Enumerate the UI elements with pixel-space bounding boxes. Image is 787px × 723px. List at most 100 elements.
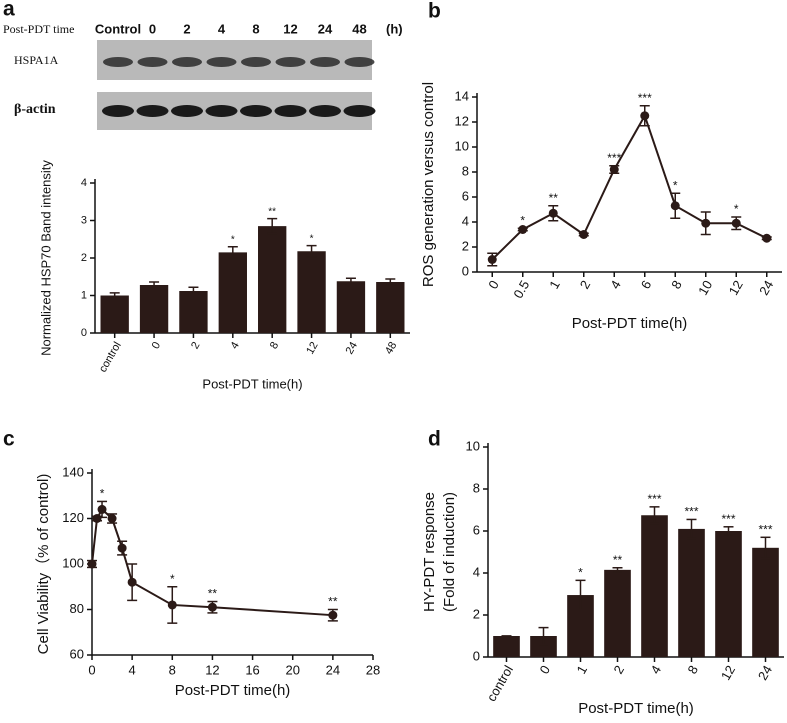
x-tick-label: 1	[546, 278, 563, 292]
blot-band	[102, 105, 134, 117]
blot-band	[171, 105, 203, 117]
error-bar	[612, 567, 623, 573]
error-bar	[227, 246, 238, 259]
y-tick-label: 3	[81, 214, 87, 226]
point	[97, 504, 107, 514]
significance-label: ***	[721, 512, 735, 526]
x-tick-label: 0	[88, 662, 95, 677]
point	[487, 255, 497, 264]
bar	[604, 569, 631, 657]
y-tick-label: 2	[81, 252, 87, 264]
point	[731, 218, 741, 228]
point	[87, 559, 97, 569]
panel-label: b	[428, 0, 441, 23]
point	[92, 514, 102, 523]
point	[640, 111, 650, 121]
panel-label: c	[3, 428, 15, 451]
x-tick-label: 0	[485, 278, 502, 292]
significance-label: *	[170, 572, 175, 586]
significance-label: *	[673, 178, 678, 192]
blot-lane-label: 48	[352, 21, 366, 36]
significance-label: ***	[607, 151, 621, 165]
x-tick-label: 20	[285, 662, 299, 677]
x-tick-label: 1	[573, 663, 590, 677]
significance-label: ***	[684, 505, 698, 519]
y-tick-label: 2	[462, 238, 469, 253]
y-tick-label: 2	[473, 606, 480, 621]
blot-time-label: Post-PDT time	[3, 22, 74, 36]
x-tick-label: 12	[726, 278, 746, 298]
x-tick-label: 0	[536, 663, 553, 677]
x-tick-label: 0	[150, 340, 163, 351]
blot-band	[343, 105, 376, 117]
bar	[179, 291, 208, 333]
blot-lane-label: 12	[283, 21, 297, 36]
blot-lane-label: Control	[95, 21, 141, 36]
y-tick-label: 12	[455, 113, 469, 128]
blot-band	[310, 57, 340, 67]
x-tick-label: 12	[205, 662, 219, 677]
y-axis-label: HY-PDT response	[421, 492, 438, 612]
x-tick-label: 24	[326, 662, 340, 677]
blot-band	[275, 57, 306, 67]
blot-lane-label: 8	[252, 21, 259, 36]
blot-band	[205, 105, 238, 117]
blot-band	[137, 57, 168, 67]
x-tick-label: 48	[383, 340, 400, 357]
error-bar	[267, 217, 278, 235]
x-tick-label: 0.5	[510, 278, 532, 301]
x-tick-label: 24	[755, 663, 775, 683]
bar	[336, 281, 366, 333]
y-axis-label: Cell Viability（% of control)	[35, 474, 52, 655]
y-tick-label: 8	[473, 480, 480, 495]
blot-lane-label: 24	[318, 21, 333, 36]
x-tick-label: 12	[304, 340, 321, 357]
significance-label: *	[520, 213, 525, 227]
bar	[139, 285, 169, 333]
y-tick-label: 100	[62, 555, 84, 570]
y-tick-label: 0	[473, 648, 480, 663]
error-bar	[345, 277, 356, 285]
line	[491, 113, 768, 261]
y-tick-label: 4	[81, 177, 87, 189]
significance-label: **	[268, 206, 276, 217]
y-tick-label: 6	[462, 188, 469, 203]
error-bar	[538, 626, 549, 646]
bar	[678, 528, 705, 657]
error-bar	[306, 244, 317, 258]
significance-label: ***	[638, 91, 652, 105]
point	[207, 602, 217, 612]
y-tick-label: 80	[70, 601, 84, 616]
x-tick-label: 4	[647, 663, 664, 677]
blot-band	[309, 105, 341, 117]
x-tick-label: 16	[245, 662, 259, 677]
significance-label: **	[328, 595, 338, 609]
error-bar	[385, 278, 396, 286]
y-axis-label: (Fold of induction)	[441, 492, 458, 612]
y-tick-label: 14	[455, 88, 469, 103]
panel-label: a	[3, 0, 15, 21]
significance-label: **	[549, 191, 559, 205]
y-tick-label: 10	[466, 438, 480, 453]
blot-band	[136, 105, 169, 117]
bar	[100, 295, 129, 333]
significance-label: ***	[758, 522, 772, 536]
blot-band	[240, 105, 272, 117]
blot-band	[274, 105, 307, 117]
error-bar	[188, 286, 199, 296]
blot-lane-label: 4	[218, 21, 226, 36]
y-tick-label: 6	[473, 522, 480, 537]
x-tick-label: 8	[684, 663, 701, 677]
point	[762, 233, 772, 243]
x-tick-label: 2	[189, 340, 202, 351]
blot-band	[103, 57, 133, 67]
bar	[530, 636, 557, 657]
x-tick-label: control	[97, 340, 124, 375]
bar	[218, 252, 247, 333]
blot-lane-label: 2	[183, 21, 190, 36]
y-tick-label: 60	[70, 646, 84, 661]
y-tick-label: 10	[455, 138, 469, 153]
point	[328, 610, 338, 620]
bar	[297, 251, 326, 333]
